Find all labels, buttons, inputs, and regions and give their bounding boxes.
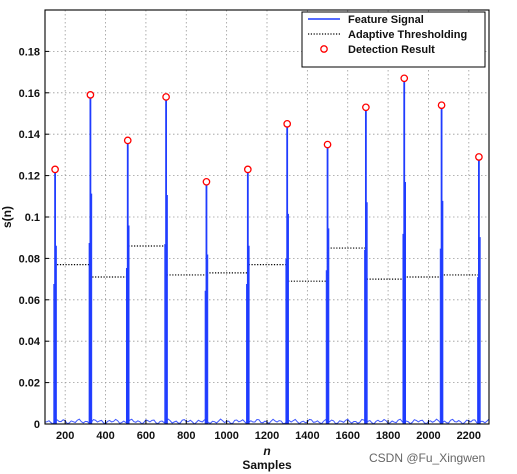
feature-signal-peak (364, 107, 368, 424)
feature-signal-peak (325, 144, 330, 424)
y-axis-label: s(n) (0, 206, 14, 228)
y-tick-label: 0.08 (19, 253, 40, 265)
y-tick-label: 0.02 (19, 378, 40, 390)
detection-result-marker (475, 153, 483, 161)
legend-marker-sample (320, 45, 328, 53)
axis-layer: 200 400 600 800 1000 1200 1400 1600 1800 2000 2200… (0, 9, 490, 472)
feature-signal-peak (164, 96, 168, 424)
legend-label: Feature Signal (348, 14, 424, 26)
legend-box (301, 11, 486, 68)
legend-label: Detection Result (348, 44, 435, 56)
feature-signal-peak (204, 181, 209, 424)
grid-layer (45, 10, 489, 425)
detection-result-marker (400, 74, 409, 83)
x-tick-label: 1600 (335, 430, 359, 442)
detection-result-marker (202, 177, 211, 186)
x-axis-label: Samples (242, 458, 292, 472)
x-tick-label: 200 (56, 430, 74, 442)
detection-result-marker (362, 103, 370, 112)
detection-result-marker (243, 165, 252, 174)
y-tick-label: 0.14 (19, 129, 41, 141)
x-tick-label: 2000 (416, 430, 440, 442)
feature-signal-peak (477, 156, 481, 424)
detection-result-marker (162, 93, 170, 101)
x-tick-label: 1800 (376, 430, 400, 442)
feature-signal-peak (53, 169, 57, 424)
y-tick-label: 0.1 (25, 212, 40, 224)
y-tick-label: 0.16 (19, 88, 40, 100)
y-tick-label: 0.12 (19, 171, 40, 183)
x-tick-label: 1000 (214, 430, 238, 442)
y-tick-label: 0.04 (19, 336, 41, 348)
plot-frame (44, 9, 490, 425)
feature-signal-peak (402, 78, 406, 424)
detection-result-marker (283, 120, 292, 128)
detection-result-marker (86, 91, 95, 99)
feature-signal-peak (246, 169, 250, 424)
detection-result-marker (51, 165, 59, 174)
marker-layer (51, 74, 483, 186)
x-tick-label: 1400 (295, 430, 319, 442)
feature-signal-peak (285, 123, 289, 424)
x-tick-label: 2200 (457, 430, 481, 442)
x-tick-label: 400 (96, 430, 114, 442)
y-tick-label: 0.06 (19, 295, 40, 307)
y-tick-label: 0 (34, 419, 40, 431)
feature-signal-noise (44, 418, 490, 425)
y-tick-label: 0.18 (19, 46, 40, 58)
x-axis-italic-label: n (263, 444, 270, 458)
x-tick-label: 800 (177, 430, 195, 442)
x-tick-label: 600 (137, 430, 155, 442)
legend: Feature Signal Adaptive Thresholding Detec… (301, 11, 486, 68)
signal-layer (44, 78, 490, 425)
detection-result-marker (437, 101, 446, 110)
legend-label: Adaptive Thresholding (348, 29, 467, 41)
feature-signal-peak (439, 105, 444, 424)
watermark: CSDN @Fu_Xingwen (369, 451, 485, 465)
feature-signal-peak (88, 94, 93, 424)
feature-signal-peak (125, 140, 130, 424)
detection-result-marker (323, 140, 332, 149)
detection-result-marker (123, 136, 132, 145)
x-tick-label: 1200 (255, 430, 279, 442)
